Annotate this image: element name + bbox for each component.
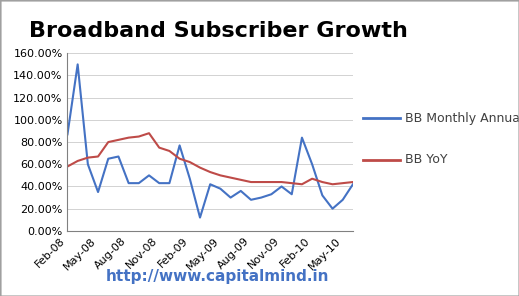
BB YoY bbox=[146, 131, 152, 135]
BB YoY bbox=[176, 157, 183, 160]
BB Monthly Annualized bbox=[258, 196, 264, 200]
BB Monthly Annualized bbox=[309, 163, 315, 166]
BB YoY bbox=[156, 146, 162, 149]
BB YoY bbox=[166, 149, 172, 153]
Text: Broadband Subscriber Growth: Broadband Subscriber Growth bbox=[29, 21, 407, 41]
BB YoY bbox=[319, 180, 325, 184]
BB Monthly Annualized bbox=[268, 192, 275, 196]
BB YoY bbox=[330, 182, 336, 186]
BB Monthly Annualized bbox=[289, 192, 295, 196]
Text: BB YoY: BB YoY bbox=[405, 153, 447, 166]
BB YoY bbox=[136, 135, 142, 138]
BB YoY bbox=[126, 136, 132, 139]
Line: BB Monthly Annualized: BB Monthly Annualized bbox=[67, 64, 353, 218]
BB Monthly Annualized bbox=[64, 133, 71, 136]
BB Monthly Annualized bbox=[217, 187, 224, 191]
BB Monthly Annualized bbox=[166, 181, 172, 185]
BB Monthly Annualized bbox=[176, 144, 183, 147]
BB YoY bbox=[187, 160, 193, 164]
BB Monthly Annualized bbox=[339, 198, 346, 202]
BB Monthly Annualized bbox=[299, 136, 305, 139]
BB YoY bbox=[85, 156, 91, 159]
BB YoY bbox=[64, 165, 71, 168]
BB Monthly Annualized bbox=[238, 189, 244, 193]
BB Monthly Annualized bbox=[156, 181, 162, 185]
BB YoY bbox=[75, 159, 81, 163]
BB Monthly Annualized bbox=[126, 181, 132, 185]
BB Monthly Annualized bbox=[330, 207, 336, 210]
Line: BB YoY: BB YoY bbox=[67, 133, 353, 184]
BB Monthly Annualized bbox=[95, 190, 101, 194]
BB Monthly Annualized bbox=[105, 157, 112, 160]
BB Monthly Annualized bbox=[350, 182, 356, 186]
BB YoY bbox=[339, 181, 346, 185]
BB YoY bbox=[227, 176, 234, 179]
BB YoY bbox=[278, 180, 284, 184]
BB YoY bbox=[350, 180, 356, 184]
BB Monthly Annualized bbox=[197, 216, 203, 219]
Text: BB Monthly Annualized: BB Monthly Annualized bbox=[405, 112, 519, 125]
BB YoY bbox=[238, 178, 244, 181]
BB YoY bbox=[95, 155, 101, 158]
BB Monthly Annualized bbox=[75, 62, 81, 66]
BB YoY bbox=[217, 173, 224, 177]
BB Monthly Annualized bbox=[248, 198, 254, 202]
BB Monthly Annualized bbox=[136, 181, 142, 185]
BB YoY bbox=[268, 180, 275, 184]
BB Monthly Annualized bbox=[146, 173, 152, 177]
BB YoY bbox=[309, 177, 315, 181]
BB YoY bbox=[299, 182, 305, 186]
BB YoY bbox=[248, 180, 254, 184]
BB Monthly Annualized bbox=[85, 163, 91, 166]
BB Monthly Annualized bbox=[319, 194, 325, 197]
BB YoY bbox=[197, 166, 203, 169]
BB Monthly Annualized bbox=[207, 182, 213, 186]
BB Monthly Annualized bbox=[115, 155, 121, 158]
BB Monthly Annualized bbox=[278, 185, 284, 188]
BB YoY bbox=[105, 140, 112, 144]
BB YoY bbox=[207, 170, 213, 174]
BB Monthly Annualized bbox=[187, 177, 193, 181]
BB YoY bbox=[258, 180, 264, 184]
Text: http://www.capitalmind.in: http://www.capitalmind.in bbox=[106, 269, 330, 284]
BB YoY bbox=[115, 138, 121, 142]
BB Monthly Annualized bbox=[227, 196, 234, 200]
BB YoY bbox=[289, 181, 295, 185]
